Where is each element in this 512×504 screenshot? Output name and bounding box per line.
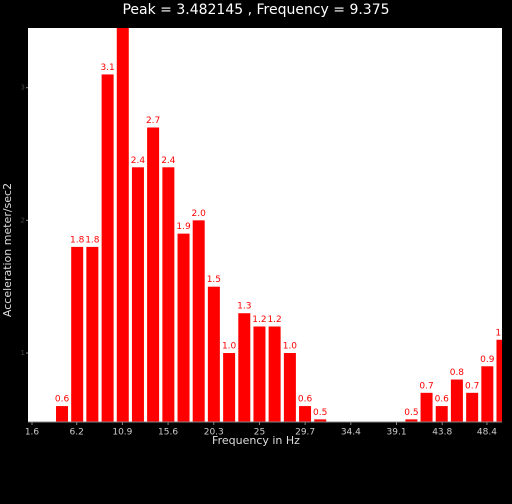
x-tick-label: 1.6 [25,428,40,438]
y-tick-label: 2 [21,216,25,224]
bar [131,167,144,422]
bar [56,406,69,422]
x-tick-label: 29.7 [295,428,315,438]
value-label: 1.8 [70,235,85,245]
bar [116,28,129,422]
x-tick-label: 25 [254,428,265,438]
y-axis-label: Acceleration meter/sec2 [1,183,14,317]
value-label: 0.6 [55,395,70,405]
value-label: 0.6 [298,395,313,405]
bar [435,406,448,422]
x-tick-label: 43.8 [432,428,452,438]
value-label: 1.1 [495,328,509,338]
x-tick-label: 39.1 [387,428,407,438]
value-label: 1.2 [267,315,281,325]
x-tick-label: 10.9 [112,428,132,438]
bar [238,313,251,422]
value-label: 2.4 [161,156,176,166]
value-label: 3.1 [100,63,114,73]
bar [420,392,433,422]
chart-title: Peak = 3.482145 , Frequency = 9.375 [122,2,389,18]
bar [481,366,494,422]
bar [147,127,160,422]
bar [86,246,99,422]
value-label: 1.0 [222,342,237,352]
x-tick-label: 6.2 [70,428,84,438]
bar [253,326,266,422]
plot-layer: 0.61.8 1.83.12.42.72.41.92.01.51.01.31.2 1… [55,28,509,422]
value-label: 2.0 [192,209,207,219]
bar [192,220,205,422]
bar [162,167,175,422]
bar [405,419,418,422]
bar [450,379,463,422]
y-tick-label: 1 [21,349,25,357]
bar [71,246,84,422]
bar [283,353,296,422]
value-label: 0.6 [435,395,450,405]
value-label: 0.7 [419,381,433,391]
x-tick-label: 34.4 [341,428,361,438]
value-label: 1.3 [237,302,251,312]
y-tick-label: 3 [21,84,25,92]
bar [223,353,236,422]
bar [207,286,220,422]
x-tick-label: 48.4 [477,428,497,438]
bar [314,419,327,422]
value-label: 1.5 [207,275,221,285]
value-label: 2.7 [146,116,160,126]
value-label: 1.8 [85,235,100,245]
bar [466,392,479,422]
value-label: 1.9 [176,222,191,232]
value-label: 0.9 [480,355,495,365]
value-label: 0.5 [404,408,418,418]
value-label: 0.7 [465,381,479,391]
x-tick-label: 20.3 [204,428,224,438]
bar [268,326,281,422]
bar [101,74,114,422]
bar [177,233,190,422]
value-label: 1.2 [252,315,266,325]
value-label: 2.4 [131,156,146,166]
value-label: 0.5 [313,408,327,418]
bar [496,339,502,422]
x-axis-label: Frequency in Hz [212,434,300,447]
x-tick-label: 15.6 [158,428,178,438]
bar [299,406,312,422]
value-label: 0.8 [450,368,465,378]
value-label: 1.0 [283,342,298,352]
